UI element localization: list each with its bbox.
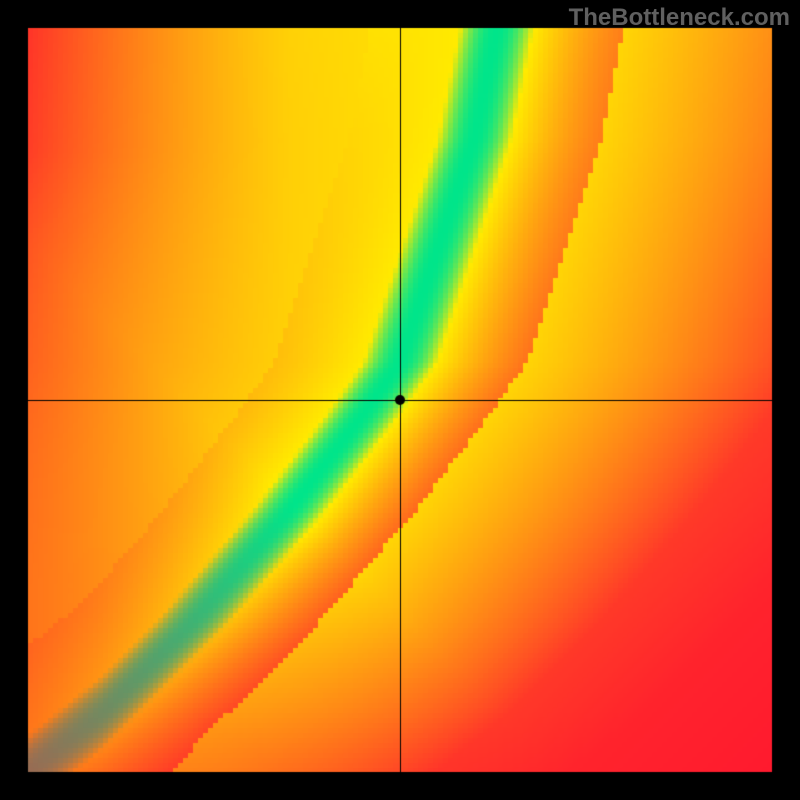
- watermark-text: TheBottleneck.com: [569, 4, 790, 32]
- chart-container: TheBottleneck.com: [0, 0, 800, 800]
- bottleneck-heatmap: [0, 0, 800, 800]
